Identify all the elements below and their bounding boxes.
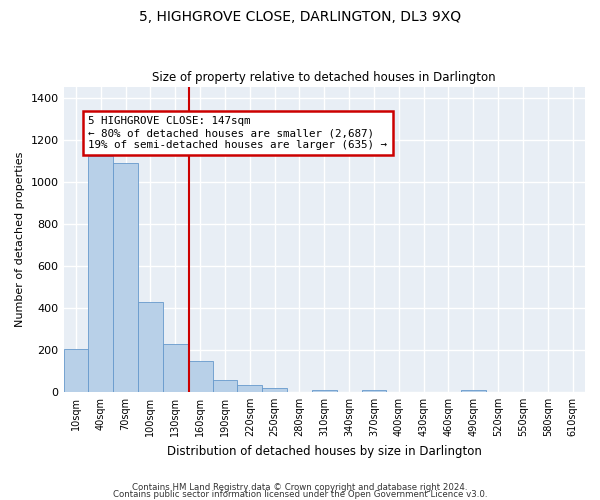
Bar: [238, 384, 262, 392]
Y-axis label: Number of detached properties: Number of detached properties: [15, 152, 25, 327]
Bar: [212, 380, 238, 392]
X-axis label: Distribution of detached houses by size in Darlington: Distribution of detached houses by size …: [167, 444, 482, 458]
Text: Contains public sector information licensed under the Open Government Licence v3: Contains public sector information licen…: [113, 490, 487, 499]
Bar: [188, 362, 212, 392]
Bar: [88, 156, 113, 392]
Bar: [461, 390, 485, 392]
Bar: [362, 390, 386, 392]
Bar: [113, 162, 138, 392]
Text: 5 HIGHGROVE CLOSE: 147sqm
← 80% of detached houses are smaller (2,687)
19% of se: 5 HIGHGROVE CLOSE: 147sqm ← 80% of detac…: [88, 116, 388, 150]
Bar: [262, 388, 287, 392]
Bar: [312, 390, 337, 392]
Text: Contains HM Land Registry data © Crown copyright and database right 2024.: Contains HM Land Registry data © Crown c…: [132, 484, 468, 492]
Text: 5, HIGHGROVE CLOSE, DARLINGTON, DL3 9XQ: 5, HIGHGROVE CLOSE, DARLINGTON, DL3 9XQ: [139, 10, 461, 24]
Bar: [163, 344, 188, 392]
Title: Size of property relative to detached houses in Darlington: Size of property relative to detached ho…: [152, 72, 496, 85]
Bar: [138, 302, 163, 392]
Bar: [64, 349, 88, 392]
